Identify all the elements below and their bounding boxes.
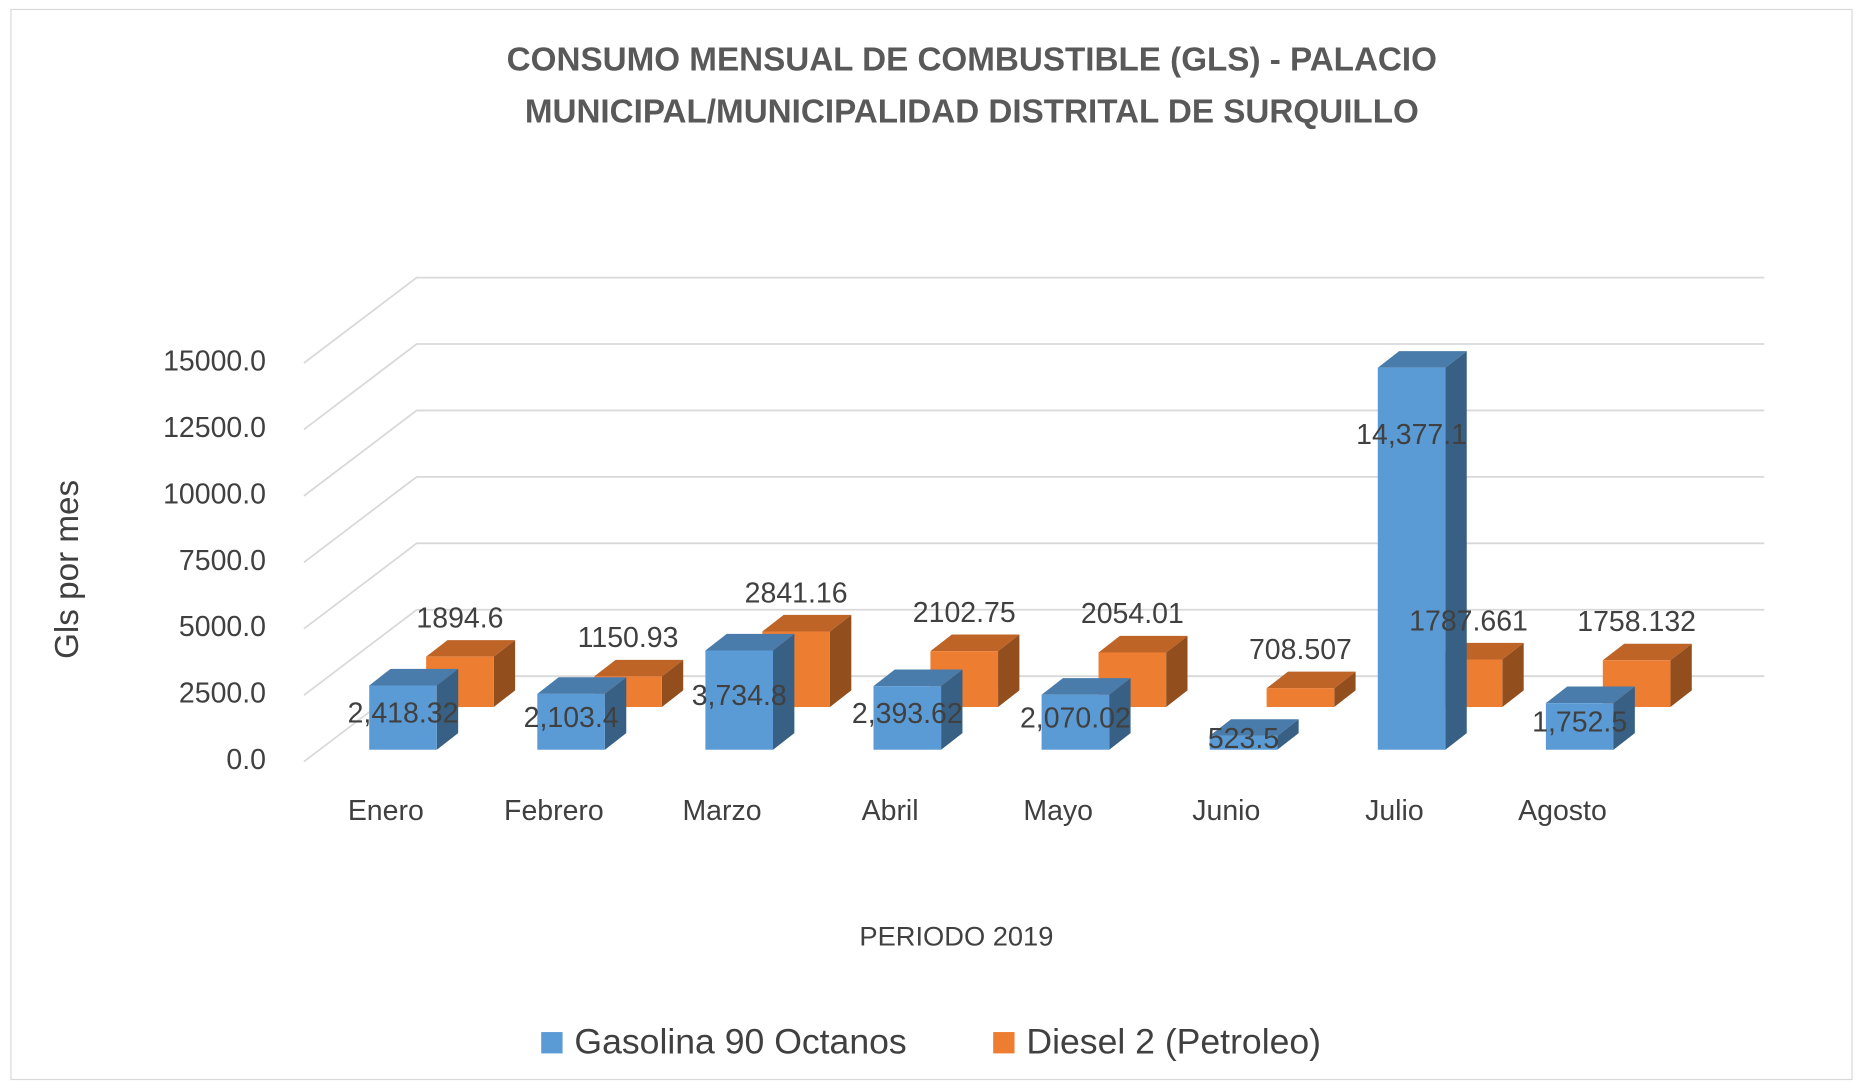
bar-side: [1670, 643, 1692, 708]
bar-side: [1445, 351, 1467, 750]
bar-top: [1041, 678, 1131, 695]
bar-side: [1334, 671, 1356, 708]
y-axis-label: Gls por mes: [49, 480, 86, 659]
bar-side: [493, 640, 516, 708]
y-tick-label: 10000.0: [163, 478, 266, 510]
y-tick-label: 5000.0: [179, 611, 266, 643]
legend-label: Diesel 2 (Petroleo): [1026, 1021, 1321, 1061]
grid-line: [303, 608, 1765, 696]
bar-top: [1266, 671, 1356, 689]
data-label: 708.507: [1249, 634, 1352, 666]
x-tick-label: Agosto: [1518, 795, 1607, 827]
data-label: 14,377.1: [1356, 419, 1467, 451]
bar-top: [1377, 351, 1467, 368]
data-label: 1,752.5: [1532, 707, 1627, 739]
x-tick-label: Marzo: [682, 795, 761, 827]
legend-swatch: [541, 1032, 563, 1054]
x-tick-label: Febrero: [504, 795, 604, 827]
x-tick-label: Abril: [862, 795, 919, 827]
bar-top: [1209, 719, 1299, 736]
data-label: 1150.93: [578, 622, 679, 654]
data-label: 3,734.8: [692, 680, 787, 712]
bar: [873, 686, 942, 750]
grid-line: [303, 343, 1765, 431]
y-tick-label: 12500.0: [163, 412, 266, 444]
bar: [537, 693, 605, 750]
bar: [1041, 694, 1110, 750]
legend-label: Gasolina 90 Octanos: [574, 1021, 906, 1061]
data-label: 1894.6: [416, 602, 503, 634]
grid-line: [303, 409, 1765, 497]
chart-border: [10, 8, 1853, 1081]
x-tick-label: Mayo: [1023, 795, 1093, 827]
chart-title: CONSUMO MENSUAL DE COMBUSTIBLE (GLS) - P…: [507, 41, 1437, 78]
x-tick-label: Junio: [1192, 795, 1260, 827]
data-label: 2054.01: [1081, 598, 1184, 630]
bar-side: [1502, 642, 1524, 708]
bar-side: [604, 677, 627, 750]
data-label: 1787.661: [1409, 605, 1528, 637]
bar-top: [930, 634, 1020, 652]
bar-side: [1166, 635, 1188, 708]
bar: [1377, 367, 1446, 750]
bar-top: [873, 669, 963, 687]
bar-top: [594, 659, 684, 677]
bar-side: [998, 634, 1020, 708]
grid-line: [303, 542, 1765, 630]
bar: [1266, 688, 1335, 708]
bar-side: [1613, 686, 1635, 750]
data-label: 1758.132: [1577, 606, 1696, 638]
bar-side: [773, 633, 795, 750]
y-tick-label: 7500.0: [179, 545, 266, 577]
bar-side: [436, 668, 459, 750]
bar-top: [1098, 635, 1188, 653]
bar-side: [829, 614, 852, 708]
data-label: 2,418.32: [348, 698, 459, 730]
bar-top: [369, 668, 459, 686]
bar-top: [1545, 686, 1635, 704]
bar-top: [537, 677, 627, 694]
legend-swatch: [993, 1032, 1015, 1054]
data-label: 2841.16: [745, 577, 848, 609]
data-label: 2,103.4: [524, 702, 619, 734]
bar-top: [762, 614, 852, 632]
bar-side: [1109, 678, 1131, 750]
data-label: 523.5: [1208, 723, 1279, 755]
chart-title: MUNICIPAL/MUNICIPALIDAD DISTRITAL DE SUR…: [525, 94, 1419, 131]
x-tick-label: Julio: [1365, 795, 1424, 827]
y-tick-label: 15000.0: [163, 346, 266, 378]
bar-top: [426, 640, 516, 657]
bar-top: [1602, 643, 1692, 661]
bar-top: [705, 633, 795, 651]
grid-line: [303, 475, 1765, 564]
bar: [1209, 735, 1278, 750]
y-tick-label: 0.0: [226, 744, 266, 776]
x-tick-label: Enero: [348, 795, 424, 827]
bar-side: [1277, 719, 1299, 750]
bar: [705, 650, 774, 750]
bar: [1545, 703, 1614, 750]
x-axis-label: PERIODO 2019: [859, 921, 1053, 952]
data-label: 2,393.62: [852, 698, 963, 730]
y-tick-label: 2500.0: [179, 678, 266, 710]
bar-side: [941, 669, 963, 750]
bar: [369, 685, 437, 750]
grid-line: [303, 276, 1765, 364]
bar-side: [661, 659, 684, 708]
data-label: 2102.75: [913, 597, 1016, 629]
data-label: 2,070.02: [1020, 702, 1131, 734]
